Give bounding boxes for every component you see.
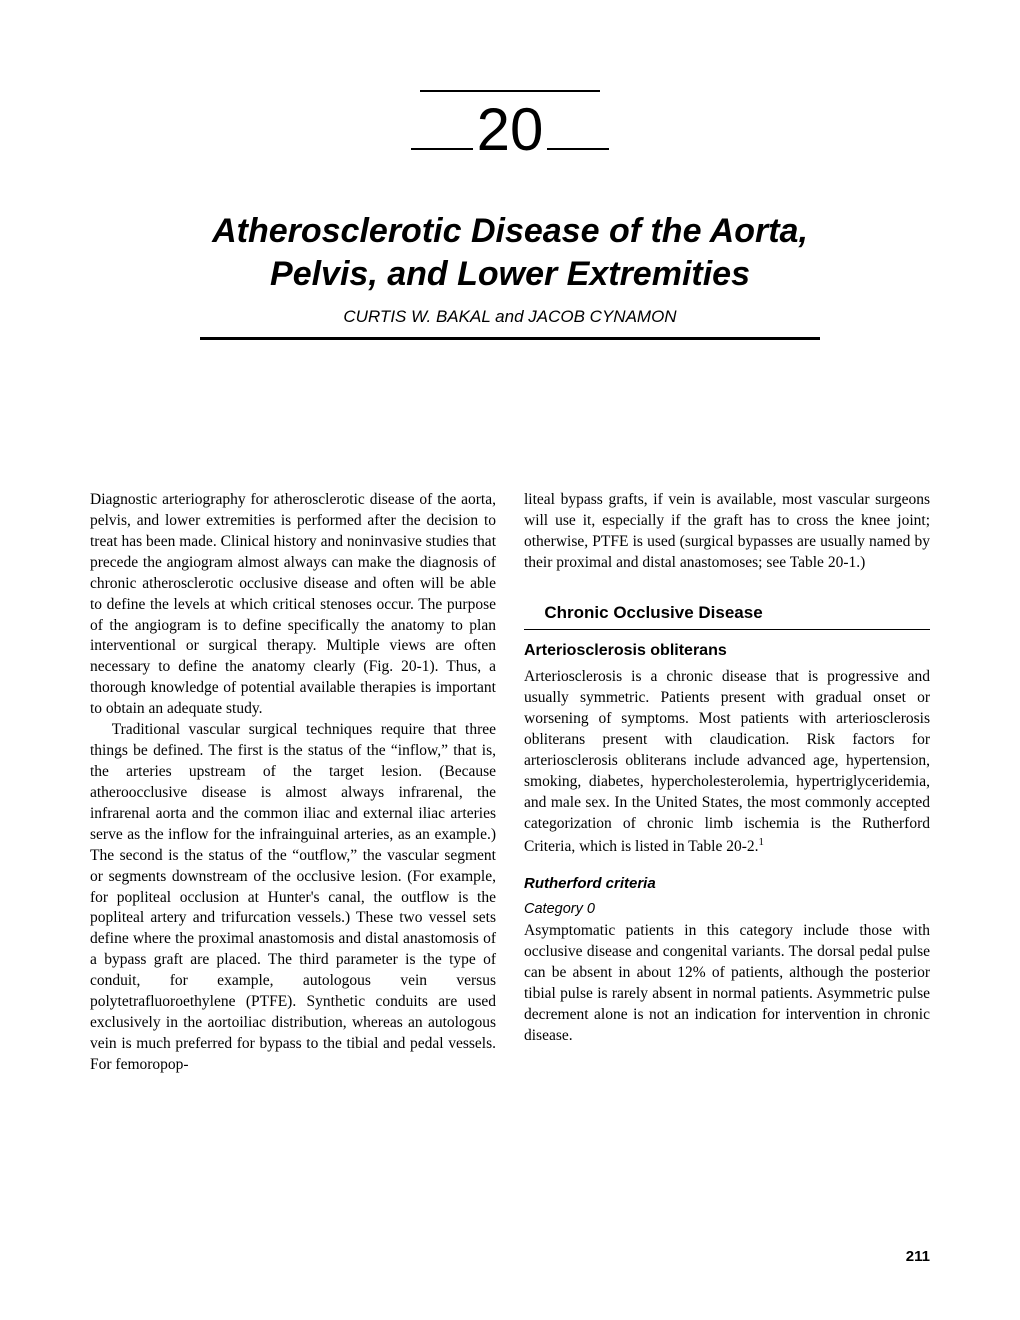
section-block: Chronic Occlusive Disease Arterioscleros…	[524, 602, 930, 858]
category-0-label: Category 0	[524, 900, 930, 920]
chapter-title: Atherosclerotic Disease of the Aorta, Pe…	[90, 210, 930, 295]
page-number: 211	[906, 1248, 930, 1265]
authors: CURTIS W. BAKAL and JACOB CYNAMON	[90, 307, 930, 327]
title-line-2: Pelvis, and Lower Extremities	[270, 255, 750, 293]
reference-sup: 1	[759, 836, 764, 848]
section-heading-chronic: Chronic Occlusive Disease	[524, 602, 930, 625]
rutherford-block: Rutherford criteria Category 0 Asymptoma…	[524, 874, 930, 1047]
chapter-header: 20 Atherosclerotic Disease of the Aorta,…	[90, 90, 930, 340]
left-rule	[411, 148, 473, 150]
paragraph-3: liteal bypass grafts, if vein is availab…	[524, 490, 930, 574]
title-line-1: Atherosclerotic Disease of the Aorta,	[212, 212, 808, 250]
body-columns: Diagnostic arteriography for atheroscler…	[90, 490, 930, 1076]
section-rule	[524, 629, 930, 630]
paragraph-4-text: Arteriosclerosis is a chronic disease th…	[524, 668, 930, 855]
chapter-number: 20	[473, 100, 548, 160]
paragraph-4: Arteriosclerosis is a chronic disease th…	[524, 667, 930, 857]
paragraph-2: Traditional vascular surgical techniques…	[90, 720, 496, 1076]
subsubsection-rutherford: Rutherford criteria	[524, 874, 930, 894]
subsection-arteriosclerosis: Arteriosclerosis obliterans	[524, 640, 930, 662]
paragraph-5: Asymptomatic patients in this category i…	[524, 921, 930, 1047]
top-rule	[420, 90, 600, 92]
paragraph-1: Diagnostic arteriography for atheroscler…	[90, 490, 496, 720]
right-rule	[547, 148, 609, 150]
author-names: CURTIS W. BAKAL and JACOB CYNAMON	[343, 307, 676, 326]
chapter-number-row: 20	[90, 100, 930, 160]
under-rule	[200, 337, 820, 340]
